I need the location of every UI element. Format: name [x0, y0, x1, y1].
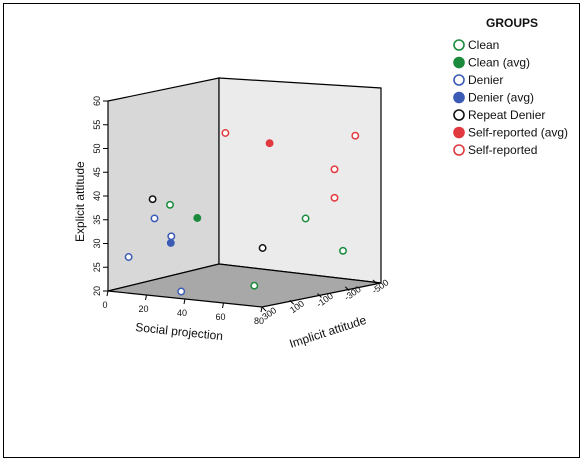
point-clean	[250, 281, 259, 290]
point-denier	[167, 232, 176, 241]
point-self-reported	[351, 131, 360, 140]
point-repeat-denier	[148, 195, 157, 204]
x-tick-label: 0	[102, 300, 107, 310]
z-tick-mark	[289, 299, 295, 305]
z-axis-label: Implicit attitude	[288, 313, 369, 351]
point-clean	[339, 246, 347, 255]
x-tick-label: 40	[177, 308, 187, 318]
point-self-reported-avg	[265, 139, 274, 148]
y-tick-label: 60	[92, 96, 102, 106]
x-tick-mark	[106, 290, 109, 297]
chart-frame: 20 25 30 35 40 45 50 55 60 0 20 40 60 80 300 100 -100 -30…	[3, 3, 580, 458]
x-tick-label: 80	[254, 316, 264, 326]
point-denier	[150, 214, 159, 223]
back-wall-right	[218, 77, 382, 284]
legend-marker-clean-avg	[453, 56, 465, 69]
floor	[107, 263, 382, 308]
x-axis-label: Social projection	[135, 320, 224, 343]
point-denier	[124, 253, 133, 261]
legend-title: GROUPS	[486, 16, 538, 30]
z-tick-mark	[372, 279, 378, 285]
x-tick-mark	[260, 306, 263, 313]
point-clean-avg	[193, 214, 202, 222]
point-denier	[177, 287, 186, 296]
y-tick-label: 30	[92, 238, 102, 248]
point-self-reported	[330, 193, 339, 202]
y-tick-label: 40	[92, 191, 102, 201]
y-tick-label: 20	[92, 286, 102, 296]
legend-label-self-reported: Self-reported	[468, 143, 537, 157]
y-tick-label: 35	[92, 215, 102, 225]
point-clean	[166, 200, 174, 209]
point-repeat-denier	[258, 244, 267, 252]
legend-marker-repeat-denier	[453, 109, 465, 121]
point-self-reported	[221, 129, 230, 137]
z-tick-mark	[344, 286, 350, 292]
legend-label-clean-avg: Clean (avg)	[468, 56, 530, 70]
y-tick-label: 55	[92, 120, 102, 130]
legend-label-denier-avg: Denier (avg)	[468, 91, 534, 105]
legend-marker-denier	[453, 74, 465, 86]
point-self-reported	[330, 165, 339, 174]
y-axis-label: Explicit attitude	[73, 161, 87, 242]
point-clean	[301, 214, 310, 223]
legend: GROUPS Clean Clean (avg) Denier Denier (avg…	[453, 16, 568, 157]
legend-marker-denier-avg	[453, 91, 465, 104]
y-tick-label: 50	[92, 143, 102, 153]
legend-label-denier: Denier	[468, 73, 503, 87]
x-tick-label: 20	[138, 304, 148, 314]
point-denier-avg	[166, 238, 175, 247]
z-tick-mark	[261, 306, 267, 312]
x-tick-label: 60	[215, 312, 225, 322]
legend-marker-self-reported	[453, 144, 465, 156]
x-tick-mark	[145, 294, 147, 301]
x-tick-mark	[183, 298, 186, 305]
legend-label-self-reported-avg: Self-reported (avg)	[468, 126, 568, 140]
back-wall-left	[107, 77, 220, 292]
y-tick-label: 25	[92, 262, 102, 272]
y-tick-label: 45	[92, 167, 102, 177]
legend-marker-clean	[453, 39, 465, 51]
legend-label-repeat-denier: Repeat Denier	[468, 108, 545, 122]
z-tick-mark	[317, 293, 322, 298]
legend-marker-self-reported-avg	[453, 126, 465, 139]
legend-label-clean: Clean	[468, 38, 499, 52]
x-tick-mark	[222, 302, 224, 309]
